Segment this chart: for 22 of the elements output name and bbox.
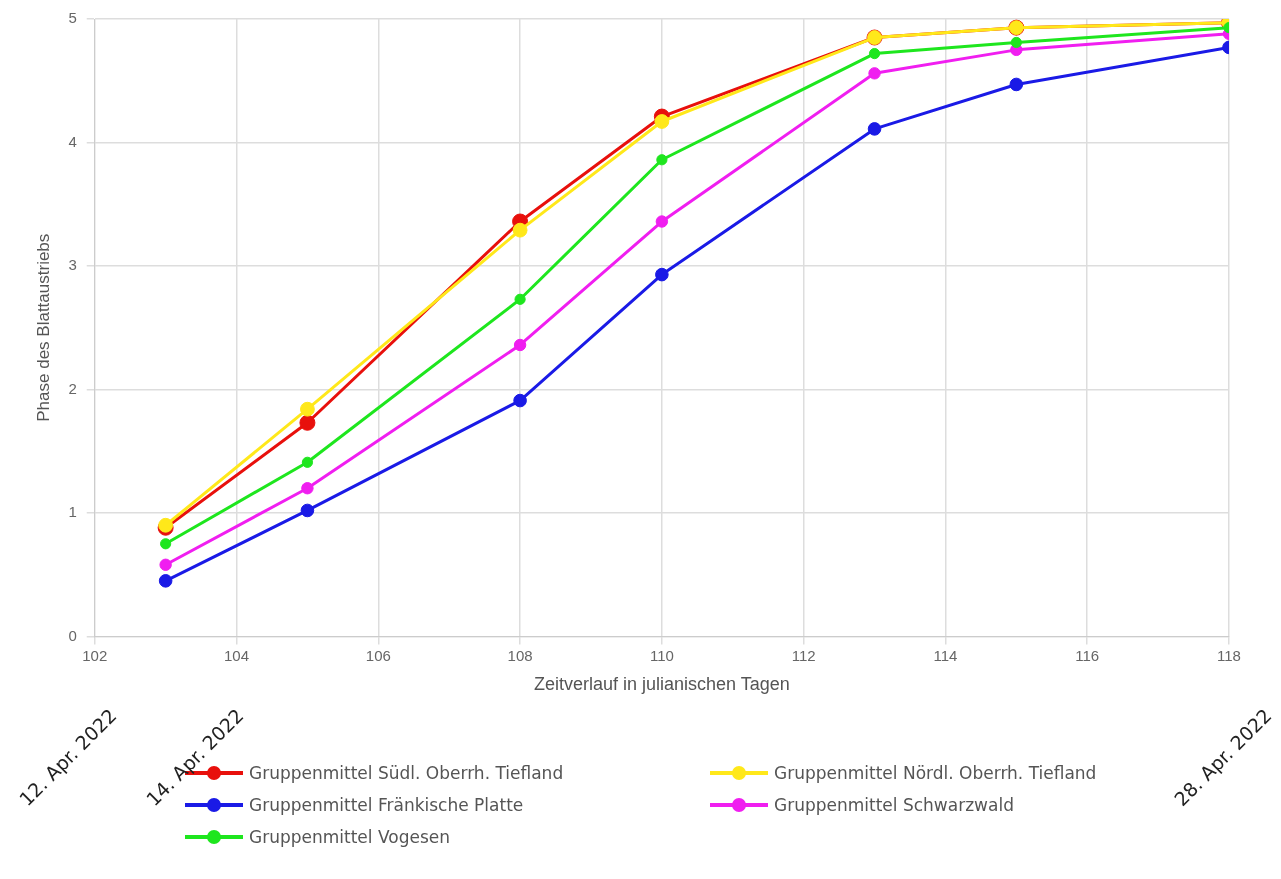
x-axis-title: Zeitverlauf in julianischen Tagen <box>533 674 790 695</box>
y-tick-label: 1 <box>68 503 77 521</box>
x-tick-label: 112 <box>791 646 816 664</box>
x-tick-label: 102 <box>82 646 108 664</box>
x-tick-label: 114 <box>933 646 958 664</box>
legend-label: Gruppenmittel Nördl. Oberrh. Tiefland <box>774 763 1097 783</box>
x-tick-label: 106 <box>365 646 391 664</box>
y-tick-label: 4 <box>68 132 77 150</box>
x-tick-label: 110 <box>649 646 674 664</box>
legend-label: Gruppenmittel Schwarzwald <box>774 795 1014 815</box>
legend-label: Gruppenmittel Vogesen <box>249 827 451 847</box>
y-tick-label: 2 <box>68 379 77 397</box>
y-axis-title: Phase des Blattaustriebs <box>33 233 53 422</box>
x-tick-label: 108 <box>507 646 533 664</box>
x-tick-label: 118 <box>1217 646 1241 664</box>
legend-label: Gruppenmittel Fränkische Platte <box>249 795 524 815</box>
x-tick-label: 116 <box>1075 646 1100 664</box>
y-tick-label: 3 <box>68 256 77 274</box>
x-tick-label: 104 <box>224 646 250 664</box>
legend-label: Gruppenmittel Südl. Oberrh. Tiefland <box>249 763 564 783</box>
y-tick-label: 5 <box>68 9 77 27</box>
y-tick-label: 0 <box>68 626 77 644</box>
